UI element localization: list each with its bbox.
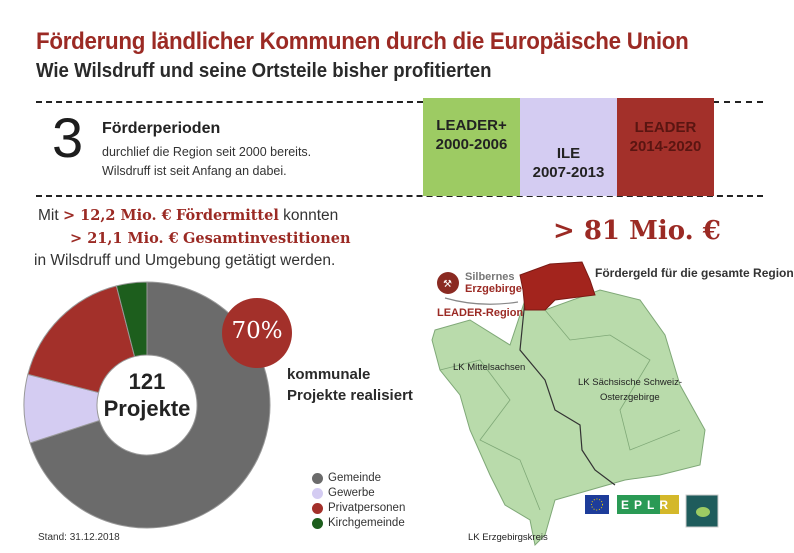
caption-line: kommunale <box>287 366 371 383</box>
percent-caption: kommunale Projekte realisiert <box>287 364 413 406</box>
eu-flag-logo <box>585 495 609 514</box>
project-count: 121 <box>128 369 166 394</box>
eplr-logo: EPLR <box>617 495 679 514</box>
period-name: LEADER <box>634 119 697 136</box>
period-name: LEADER+ <box>436 117 507 134</box>
funding-amount: > 12,2 Mio. € <box>62 207 172 224</box>
periods-heading: Förderperioden <box>102 120 221 137</box>
divider <box>36 195 763 197</box>
svg-text:Erzgebirge: Erzgebirge <box>465 283 522 295</box>
text: konnten <box>283 207 339 224</box>
legend-label: Kirchgemeinde <box>328 517 405 529</box>
legend-label: Gewerbe <box>328 487 375 499</box>
svg-text:LEADER-Region: LEADER-Region <box>437 307 523 319</box>
period-leader-plus: LEADER+ 2000-2006 <box>423 98 520 196</box>
map-caption: Fördergeld für die gesamte Region <box>595 266 794 280</box>
investment-amount: > 21,1 Mio. € <box>70 230 179 247</box>
label-saechsische-schweiz: LK Sächsische Schweiz- <box>578 377 682 388</box>
period-ile: ILE 2007-2013 <box>520 98 617 196</box>
donut-center-label: 121 Projekte <box>98 368 196 422</box>
funding-line-2: > 21,1 Mio. € Gesamtinvestitionen <box>70 230 351 248</box>
legend-item-kirchgemeinde: Kirchgemeinde <box>312 517 405 529</box>
donut-chart <box>23 281 271 529</box>
text: Mit <box>38 207 59 224</box>
legend-item-gewerbe: Gewerbe <box>312 487 375 499</box>
donut-slice-privatpersonen <box>27 285 136 394</box>
divider <box>36 101 423 103</box>
label-osterzgebirge: Osterzgebirge <box>600 392 660 403</box>
legend-swatch <box>312 517 323 529</box>
district-border <box>519 299 616 486</box>
funding-label: Fördermittel <box>176 207 279 224</box>
investment-label: Gesamtinvestitionen <box>183 230 351 247</box>
divider <box>713 101 763 103</box>
legend-item-privatpersonen: Privatpersonen <box>312 502 405 514</box>
legend-label: Privatpersonen <box>328 502 406 514</box>
legend-swatch <box>312 472 323 484</box>
project-label: Projekte <box>103 396 191 421</box>
period-years: 2014-2020 <box>629 138 702 155</box>
period-years: 2000-2006 <box>435 136 508 153</box>
svg-text:Silbernes: Silbernes <box>465 271 515 283</box>
period-name: ILE <box>556 145 581 162</box>
legend-label: Gemeinde <box>328 472 382 484</box>
legend-item-gemeinde: Gemeinde <box>312 472 381 484</box>
legend-swatch <box>312 487 323 499</box>
map-region-highlight <box>519 261 596 311</box>
caption-line: Projekte realisiert <box>287 387 413 404</box>
district-border <box>439 359 541 511</box>
silbernes-erzgebirge-logo: ⚒ Silbernes Erzgebirge LEADER-Region <box>437 271 523 319</box>
period-years: 2007-2013 <box>532 164 605 181</box>
donut-slice-kirchgemeinde <box>115 281 148 358</box>
period-leader: LEADER 2014-2020 <box>617 98 714 196</box>
region-amount: > 81 Mio. € <box>553 216 721 246</box>
percent-value: 70% <box>231 318 283 344</box>
funding-line-3: in Wilsdruff und Umgebung getätigt werde… <box>34 252 336 269</box>
percent-badge: 70% <box>222 298 292 368</box>
periods-text-1: durchlief die Region seit 2000 bereits. <box>102 145 312 159</box>
period-count: 3 <box>52 106 84 169</box>
region-map: Fördergeld für die gesamte Region LK Mit… <box>431 261 794 547</box>
stand-date: Stand: 31.12.2018 <box>38 532 120 543</box>
leader-logo <box>685 494 719 528</box>
eplr-text: EPLR <box>621 498 673 512</box>
label-erzgebirgskreis: LK Erzgebirgskreis <box>468 532 548 543</box>
page-subtitle: Wie Wilsdruff und seine Ortsteile bisher… <box>36 60 492 82</box>
periods-text-2: Wilsdruff ist seit Anfang an dabei. <box>102 164 287 178</box>
hammer-icon: ⚒ <box>443 279 452 290</box>
legend-swatch <box>312 502 323 514</box>
page-title: Förderung ländlicher Kommunen durch die … <box>36 28 689 55</box>
label-mittelsachsen: LK Mittelsachsen <box>453 362 525 373</box>
district-border <box>544 309 681 451</box>
funding-line-1: Mit > 12,2 Mio. € Fördermittel konnten <box>38 207 338 225</box>
